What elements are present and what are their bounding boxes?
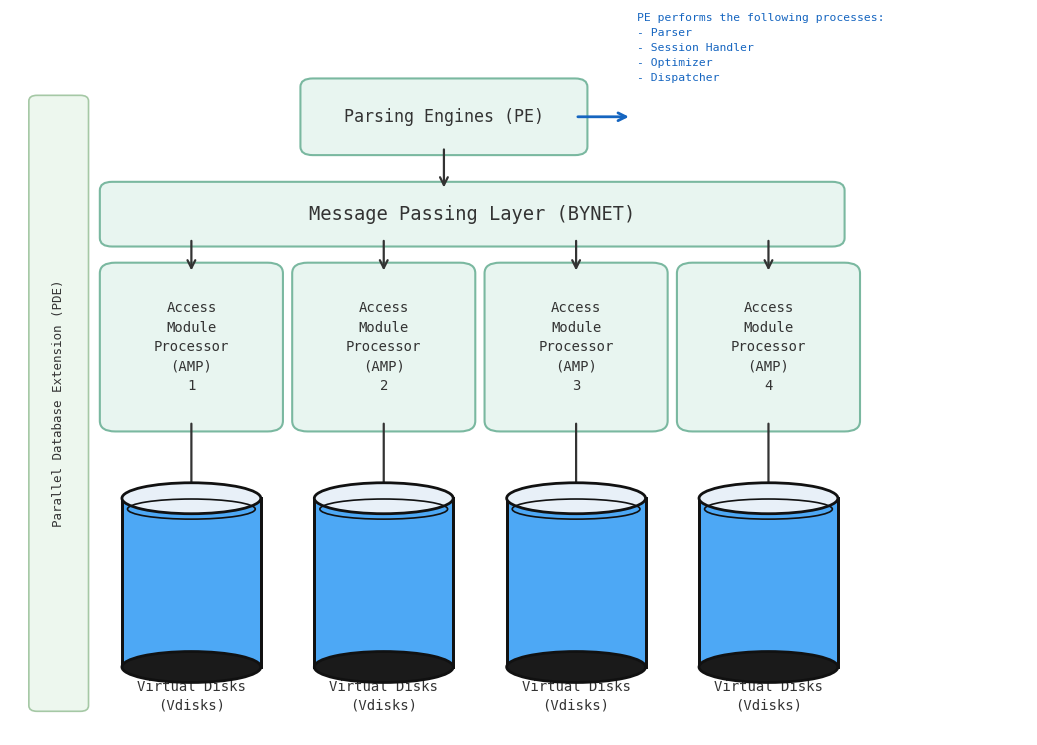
Ellipse shape: [314, 483, 453, 514]
Ellipse shape: [122, 483, 261, 514]
Text: Parsing Engines (PE): Parsing Engines (PE): [344, 108, 544, 126]
Bar: [507, 498, 646, 667]
Ellipse shape: [699, 483, 838, 514]
Text: Access
Module
Processor
(AMP)
4: Access Module Processor (AMP) 4: [731, 301, 806, 393]
Text: Parallel Database Extension (PDE): Parallel Database Extension (PDE): [52, 279, 65, 527]
Text: Access
Module
Processor
(AMP)
3: Access Module Processor (AMP) 3: [538, 301, 614, 393]
FancyBboxPatch shape: [292, 263, 475, 431]
Bar: [699, 498, 838, 667]
Text: Virtual Disks
(Vdisks): Virtual Disks (Vdisks): [137, 679, 246, 712]
Ellipse shape: [699, 652, 838, 682]
Text: Access
Module
Processor
(AMP)
1: Access Module Processor (AMP) 1: [153, 301, 229, 393]
Bar: [122, 498, 261, 667]
Bar: [314, 498, 453, 667]
Ellipse shape: [507, 483, 646, 514]
Text: Message Passing Layer (BYNET): Message Passing Layer (BYNET): [309, 205, 636, 224]
Text: Virtual Disks
(Vdisks): Virtual Disks (Vdisks): [714, 679, 823, 712]
Ellipse shape: [507, 652, 646, 682]
Text: Virtual Disks
(Vdisks): Virtual Disks (Vdisks): [522, 679, 630, 712]
Ellipse shape: [122, 652, 261, 682]
Text: PE performs the following processes:
- Parser
- Session Handler
- Optimizer
- Di: PE performs the following processes: - P…: [637, 13, 885, 83]
Text: Virtual Disks
(Vdisks): Virtual Disks (Vdisks): [330, 679, 439, 712]
FancyBboxPatch shape: [677, 263, 860, 431]
FancyBboxPatch shape: [100, 263, 283, 431]
Text: Access
Module
Processor
(AMP)
2: Access Module Processor (AMP) 2: [346, 301, 421, 393]
FancyBboxPatch shape: [301, 78, 587, 155]
Ellipse shape: [314, 652, 453, 682]
FancyBboxPatch shape: [29, 95, 88, 711]
FancyBboxPatch shape: [100, 182, 844, 247]
FancyBboxPatch shape: [484, 263, 668, 431]
